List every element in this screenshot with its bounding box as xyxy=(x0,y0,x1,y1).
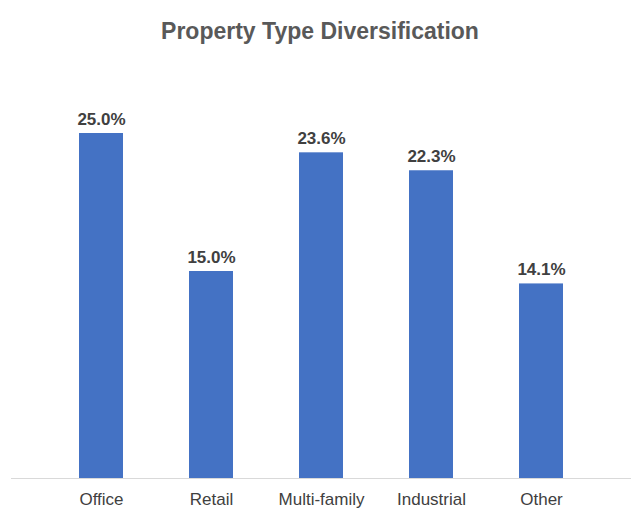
svg-text:25.0%: 25.0% xyxy=(77,110,125,129)
svg-text:Industrial: Industrial xyxy=(397,490,466,509)
svg-text:22.3%: 22.3% xyxy=(407,147,455,166)
svg-text:Retail: Retail xyxy=(190,490,233,509)
svg-text:15.0%: 15.0% xyxy=(187,248,235,267)
svg-text:Other: Other xyxy=(520,490,563,509)
svg-text:14.1%: 14.1% xyxy=(517,260,565,279)
svg-text:23.6%: 23.6% xyxy=(297,129,345,148)
html-text:Property Type Diversification: Property Type Diversification xyxy=(161,18,479,44)
svg-text:Office: Office xyxy=(79,490,123,509)
svg-text:Multi-family: Multi-family xyxy=(279,490,365,509)
